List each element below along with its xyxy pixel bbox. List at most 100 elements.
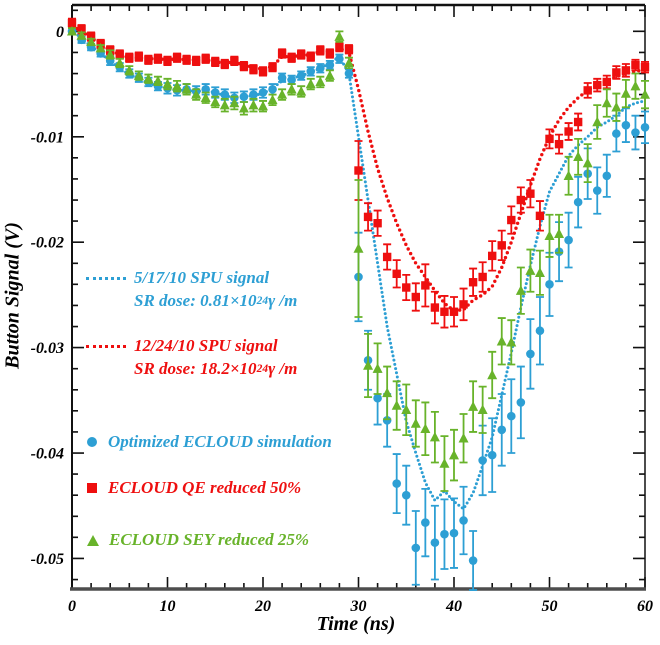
data-point-square bbox=[573, 117, 583, 127]
data-point-triangle bbox=[114, 57, 125, 68]
data-point-triangle bbox=[592, 116, 603, 127]
data-point-circle bbox=[478, 456, 487, 465]
data-point-triangle bbox=[382, 387, 393, 398]
data-point-triangle bbox=[267, 94, 278, 105]
data-point-circle bbox=[325, 60, 335, 70]
plot-area bbox=[67, 17, 650, 591]
data-point-triangle bbox=[372, 363, 383, 373]
data-point-circle bbox=[421, 518, 430, 527]
data-point-square bbox=[535, 211, 545, 221]
x-axis-label: Time (ns) bbox=[316, 613, 396, 635]
data-point-square bbox=[430, 303, 440, 312]
data-point-triangle bbox=[630, 80, 641, 91]
x-tick-label: 10 bbox=[160, 598, 176, 615]
data-point-triangle bbox=[353, 243, 364, 253]
data-point-circle bbox=[239, 92, 249, 102]
data-point-square bbox=[488, 251, 497, 261]
data-point-square bbox=[77, 25, 86, 34]
data-point-square bbox=[363, 212, 373, 222]
data-point-square bbox=[507, 215, 516, 225]
data-point-square bbox=[382, 252, 392, 262]
legend-spu-blue-dose: SR dose: 0.81×10 24 γ /m bbox=[134, 291, 298, 310]
data-point-triangle bbox=[477, 404, 488, 414]
y-axis-label: Button Signal (V) bbox=[1, 222, 24, 369]
data-point-square bbox=[344, 45, 354, 54]
y-tick-label: -0.01 bbox=[31, 129, 64, 146]
data-point-circle bbox=[573, 197, 583, 207]
data-point-triangle bbox=[439, 458, 450, 468]
data-point-square bbox=[459, 300, 468, 309]
data-point-square bbox=[497, 241, 506, 250]
data-point-triangle bbox=[401, 404, 412, 414]
data-point-circle bbox=[430, 538, 440, 547]
data-point-circle bbox=[373, 393, 382, 403]
data-point-circle bbox=[640, 122, 650, 132]
data-point-circle bbox=[592, 186, 602, 195]
data-point-circle bbox=[296, 71, 306, 80]
data-point-triangle bbox=[152, 75, 163, 86]
data-point-triangle bbox=[429, 431, 440, 442]
data-point-triangle bbox=[162, 78, 173, 89]
x-tick-label: 20 bbox=[254, 598, 271, 615]
data-point-triangle bbox=[544, 230, 555, 241]
data-point-circle bbox=[306, 67, 316, 76]
x-tick-label: 0 bbox=[68, 598, 76, 615]
data-point-triangle bbox=[133, 70, 144, 80]
data-point-square bbox=[516, 195, 526, 205]
data-point-square bbox=[239, 61, 249, 71]
data-point-square bbox=[373, 219, 382, 228]
data-point-square bbox=[440, 307, 449, 316]
data-point-square bbox=[306, 52, 315, 61]
data-point-circle bbox=[621, 120, 631, 130]
triangle-marker-icon bbox=[87, 534, 99, 546]
series-ecloud-qe-reduced-50 bbox=[67, 17, 650, 329]
data-point-square bbox=[612, 68, 621, 77]
sr-dose-blue-text: SR dose: 0.81×10 bbox=[134, 291, 257, 310]
data-point-square bbox=[115, 50, 124, 59]
data-point-square bbox=[220, 59, 229, 69]
data-point-triangle bbox=[468, 401, 479, 411]
legend-spu-red: 12/24/10 SPU signal bbox=[86, 335, 278, 357]
data-point-square bbox=[297, 50, 306, 59]
data-point-square bbox=[449, 307, 459, 316]
data-point-triangle bbox=[191, 89, 202, 99]
data-point-square bbox=[134, 52, 144, 61]
sr-dose-blue-unit: γ /m bbox=[268, 291, 298, 310]
data-point-triangle bbox=[67, 25, 77, 36]
data-point-circle bbox=[382, 416, 392, 425]
data-point-triangle bbox=[238, 102, 249, 113]
data-point-square bbox=[545, 134, 554, 144]
legend-qe-reduced-label: ECLOUD QE reduced 50% bbox=[108, 478, 302, 497]
data-point-square bbox=[316, 46, 325, 55]
square-marker-icon bbox=[87, 483, 97, 493]
data-point-square bbox=[335, 42, 344, 52]
data-point-square bbox=[640, 62, 650, 72]
data-point-square bbox=[191, 56, 201, 66]
data-point-triangle bbox=[286, 83, 297, 94]
data-point-triangle bbox=[525, 265, 536, 275]
data-point-triangle bbox=[343, 57, 354, 68]
data-point-circle bbox=[535, 326, 545, 336]
dotted-line-swatch-blue bbox=[86, 276, 126, 280]
legend-spu-blue-label: 5/17/10 SPU signal bbox=[134, 268, 270, 287]
data-point-circle bbox=[249, 90, 258, 99]
series-optimized-ecloud-simulation bbox=[67, 27, 650, 591]
data-point-square bbox=[125, 53, 134, 62]
data-point-square bbox=[621, 66, 631, 75]
x-tick-label: 50 bbox=[542, 598, 558, 615]
data-point-circle bbox=[201, 85, 210, 94]
legend-spu-red-dose: SR dose: 18.2×10 24 γ /m bbox=[134, 359, 298, 378]
data-point-circle bbox=[468, 556, 478, 565]
data-point-triangle bbox=[582, 157, 593, 168]
data-point-circle bbox=[564, 235, 573, 245]
data-point-triangle bbox=[296, 86, 307, 96]
data-point-triangle bbox=[143, 73, 154, 83]
data-point-triangle bbox=[410, 418, 421, 428]
data-point-square bbox=[325, 49, 335, 58]
data-point-circle bbox=[268, 85, 277, 94]
data-point-circle bbox=[631, 128, 640, 137]
data-point-triangle bbox=[496, 335, 507, 346]
data-point-square bbox=[258, 67, 268, 76]
data-point-circle bbox=[602, 171, 612, 181]
